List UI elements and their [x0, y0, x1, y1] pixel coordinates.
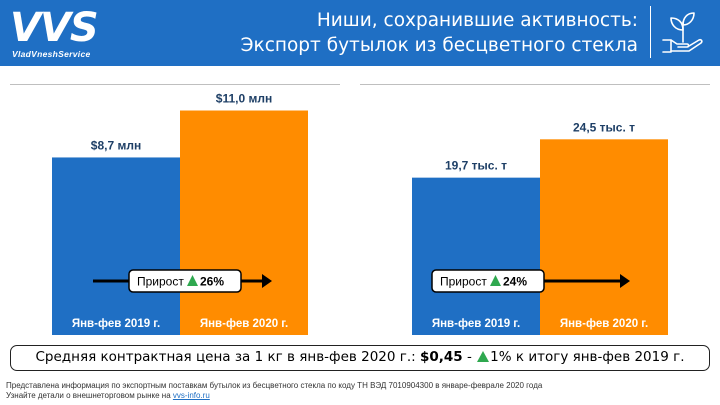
summary-suffix: к итогу янв-фев 2019 г. — [511, 349, 685, 365]
category-label-1: Янв-фев 2020 г. — [560, 318, 648, 330]
summary-price: $0,45 — [420, 349, 463, 365]
chart-panel-value: $8,7 млн Янв-фев 2019 г. $11,0 млн Янв-фев … — [10, 84, 340, 335]
growth-label: Прирост — [440, 275, 487, 289]
bar-1 — [540, 139, 668, 335]
category-label-0: Янв-фев 2019 г. — [432, 318, 520, 330]
growth-value: 26% — [200, 275, 224, 289]
growth-callout: Прирост 24% — [431, 269, 545, 293]
title-line-2: Экспорт бутылок из бесцветного стекла — [240, 35, 638, 56]
data-label-0: $8,7 млн — [91, 138, 141, 152]
category-label-1: Янв-фев 2020 г. — [200, 318, 288, 330]
data-label-1: 24,5 тыс. т — [573, 120, 635, 134]
footnote-line-2: Узнайте детали о внешнеторговом рынке на… — [6, 391, 542, 401]
header-banner: VVS VladVneshService Ниши, сохранившие а… — [0, 0, 720, 66]
growth-up-icon — [490, 275, 501, 286]
average-price-summary: Средняя контрактная цена за 1 кг в янв-ф… — [10, 345, 710, 371]
footnote-line-2-prefix: Узнайте детали о внешнеторговом рынке на — [6, 391, 173, 400]
data-label-0: 19,7 тыс. т — [445, 159, 507, 173]
plant-in-hand-icon — [650, 6, 708, 58]
title-line-1: Ниши, сохранившие активность: — [316, 10, 638, 31]
logo-subtitle: VladVneshService — [12, 49, 91, 59]
growth-up-icon — [477, 351, 490, 362]
export-value-chart: $8,7 млн Янв-фев 2019 г. $11,0 млн Янв-фев … — [52, 92, 308, 335]
footnote-line-1: Представлена информация по экспортным по… — [6, 381, 543, 390]
growth-callout: Прирост 26% — [128, 269, 242, 293]
category-label-0: Янв-фев 2019 г. — [72, 318, 160, 330]
vvs-logo[interactable]: VVS VladVneshService — [10, 6, 130, 62]
bar-1 — [180, 110, 308, 335]
export-volume-chart: 19,7 тыс. т Янв-фев 2019 г. 24,5 тыс. т Янв… — [412, 120, 668, 335]
slide-title: Ниши, сохранившие активность: Экспорт бу… — [241, 8, 638, 58]
vvs-info-link[interactable]: vvs-info.ru — [172, 391, 210, 400]
footnote: Представлена информация по экспортным по… — [6, 381, 542, 401]
summary-separator: - — [462, 349, 477, 365]
chart-panel-volume: 19,7 тыс. т Янв-фев 2019 г. 24,5 тыс. т Янв… — [360, 84, 710, 335]
data-label-1: $11,0 млн — [216, 92, 272, 106]
summary-prefix: Средняя контрактная цена за 1 кг в янв-ф… — [35, 349, 420, 365]
logo-mark: VVS — [10, 5, 99, 51]
bar-0 — [412, 177, 540, 335]
bar-0 — [52, 157, 180, 335]
summary-change: 1% — [490, 349, 512, 365]
growth-value: 24% — [503, 275, 527, 289]
growth-label: Прирост — [137, 275, 184, 289]
growth-up-icon — [187, 275, 198, 286]
